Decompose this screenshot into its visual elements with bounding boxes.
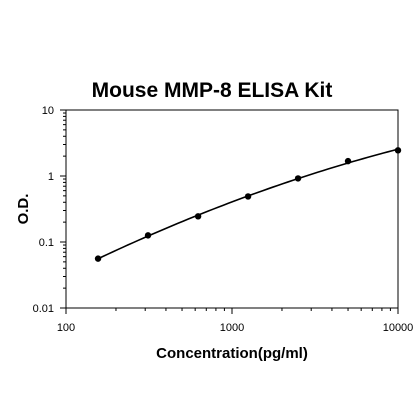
fit-curve [97,148,399,260]
data-series [94,147,402,262]
y-tick-label: 0.01 [33,303,54,315]
data-point [394,147,402,154]
data-point [294,175,302,182]
y-tick-label: 1 [48,171,54,183]
data-point [244,193,252,200]
plot-area [65,109,399,309]
x-axis-label: Concentration(pg/ml) [156,345,308,362]
y-axis-label: O.D. [15,194,32,225]
x-tick-label: 10000 [383,322,414,334]
data-point [194,213,202,220]
data-point [144,232,152,239]
plot-frame [65,109,399,309]
x-tick-label: 1000 [220,322,244,334]
x-axis: 100 1000 10000 [57,308,413,334]
y-tick-label: 0.1 [39,237,54,249]
data-point [94,255,102,262]
x-tick-label: 100 [57,322,75,334]
y-tick-label: 10 [42,105,54,117]
data-point [344,157,352,165]
chart-title: Mouse MMP-8 ELISA Kit [92,79,333,102]
y-axis: 0.01 0.1 1 10 [33,105,66,315]
